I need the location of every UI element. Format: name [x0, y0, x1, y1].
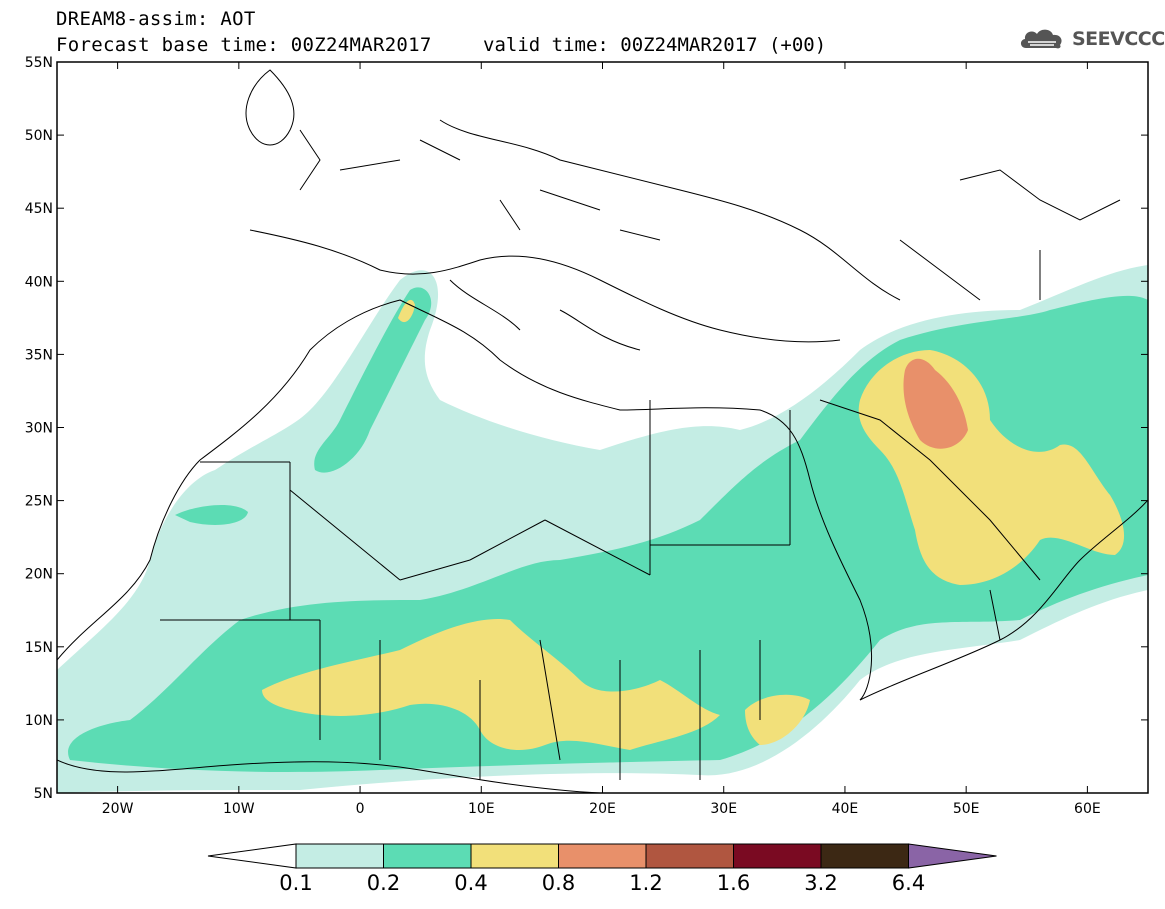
- lat-tick-label: 35N: [25, 347, 53, 363]
- lat-tick-label: 5N: [34, 786, 53, 802]
- colorbar-arrow-left: [207, 843, 297, 869]
- lon-tick-label: 10E: [468, 801, 495, 817]
- lon-tick-label: 20E: [589, 801, 616, 817]
- aot-band-0.4: [262, 619, 720, 750]
- colorbar-label: 0.2: [367, 871, 400, 895]
- lat-tick-label: 30N: [25, 421, 53, 437]
- colorbar-swatch: [558, 843, 647, 869]
- lat-tick-label: 55N: [25, 55, 53, 71]
- colorbar: 0.1 0.2 0.4 0.8 1.2 1.6 3.2 6.4: [207, 843, 997, 895]
- lat-tick-label: 20N: [25, 567, 53, 583]
- lat-tick-label: 50N: [25, 128, 53, 144]
- aot-band-0.8: [903, 358, 968, 449]
- colorbar-label: 0.4: [454, 871, 487, 895]
- colorbar-swatch: [820, 843, 909, 869]
- longitude-axis: 20W 10W 0 10E 20E 30E 40E 50E 60E: [102, 62, 1101, 817]
- forecast-base-time: Forecast base time: 00Z24MAR2017: [56, 34, 432, 56]
- colorbar-label: 0.8: [542, 871, 575, 895]
- lon-tick-label: 50E: [953, 801, 980, 817]
- colorbar-label: 3.2: [804, 871, 837, 895]
- lat-tick-label: 25N: [25, 494, 53, 510]
- valid-time: valid time: 00Z24MAR2017 (+00): [483, 34, 827, 56]
- coastlines: [57, 69, 1148, 793]
- lon-tick-label: 30E: [710, 801, 737, 817]
- colorbar-swatch: [645, 843, 734, 869]
- aot-band-0.4-b: [745, 694, 810, 745]
- lat-tick-label: 45N: [25, 201, 53, 217]
- logo-text: SEEVCCC: [1072, 28, 1165, 50]
- map-title: DREAM8-assim: AOT: [56, 8, 256, 30]
- colorbar-label: 1.2: [629, 871, 662, 895]
- cloud-icon: [1020, 29, 1062, 49]
- colorbar-swatch: [733, 843, 822, 869]
- colorbar-label: 0.1: [279, 871, 312, 895]
- lon-tick-label: 40E: [832, 801, 859, 817]
- colorbar-swatch: [470, 843, 559, 869]
- lat-tick-label: 10N: [25, 713, 53, 729]
- lon-tick-label: 60E: [1074, 801, 1101, 817]
- colorbar-label: 6.4: [892, 871, 925, 895]
- lon-tick-label: 10W: [223, 801, 255, 817]
- lon-tick-label: 20W: [102, 801, 134, 817]
- lon-tick-label: 0: [356, 801, 365, 817]
- colorbar-arrow-right: [908, 843, 997, 869]
- colorbar-label: 1.6: [717, 871, 750, 895]
- aot-band-0.2-b: [314, 287, 432, 473]
- lat-tick-label: 15N: [25, 640, 53, 656]
- colorbar-swatch: [295, 843, 384, 869]
- latitude-axis: 55N 50N 45N 40N 35N 30N 25N 20N 15N 10N 5N: [25, 55, 1148, 802]
- colorbar-swatch: [383, 843, 472, 869]
- lat-tick-label: 40N: [25, 274, 53, 290]
- aot-band-0.2-c: [175, 504, 248, 525]
- aot-shading: [57, 265, 1148, 793]
- seevccc-logo: SEEVCCC: [1018, 26, 1165, 52]
